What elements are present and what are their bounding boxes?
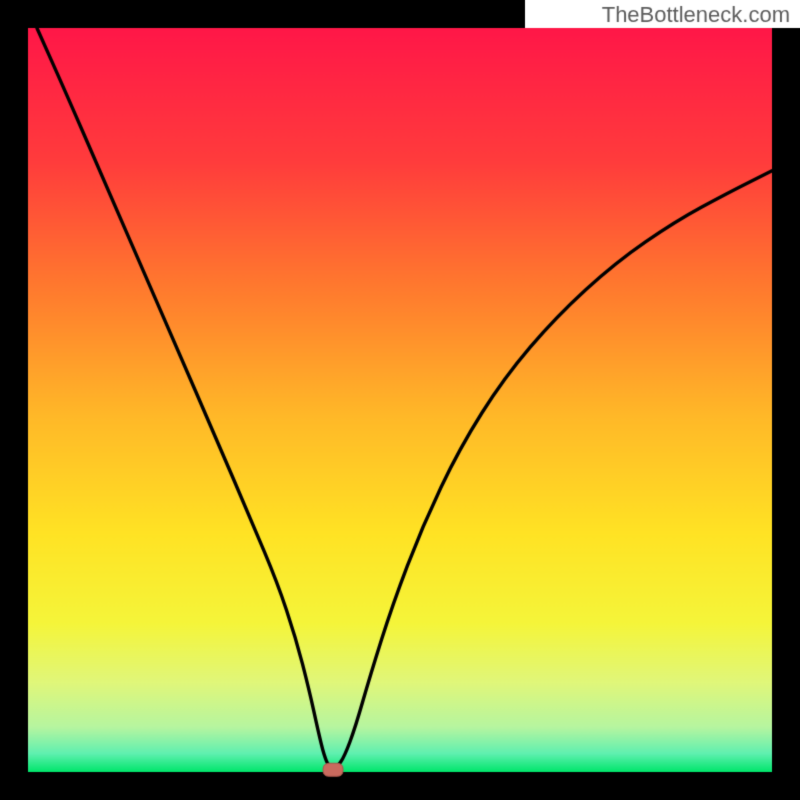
- chart-container: [0, 0, 800, 800]
- bottleneck-curve-chart: [0, 0, 800, 800]
